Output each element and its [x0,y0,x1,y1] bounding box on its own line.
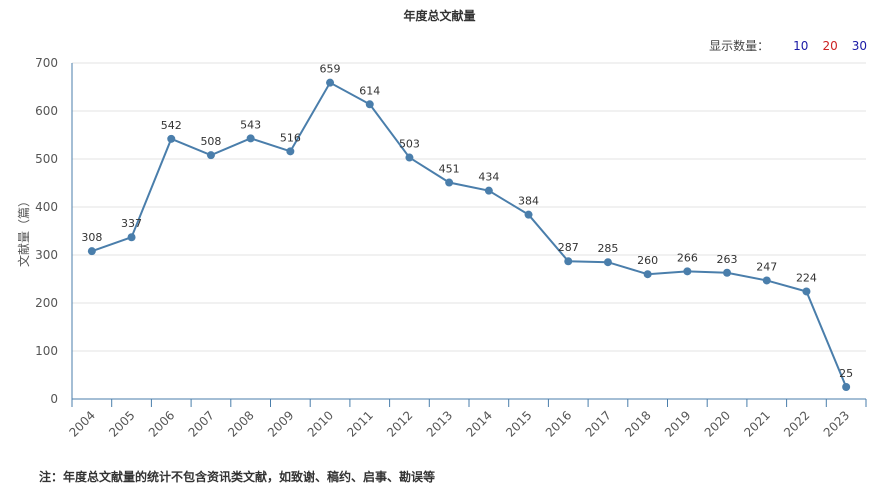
chart-title: 年度总文献量 [403,9,476,23]
data-point[interactable] [127,233,136,242]
data-label: 266 [677,251,698,264]
data-point[interactable] [365,100,374,109]
x-tick-label: 2014 [463,408,494,439]
data-label: 542 [161,119,182,132]
data-point[interactable] [286,147,295,156]
y-tick-label: 500 [35,152,58,166]
data-label: 434 [478,171,499,184]
data-point[interactable] [643,270,652,279]
y-tick-label: 700 [35,56,58,70]
y-tick-label: 0 [50,392,58,406]
data-point[interactable] [484,186,493,195]
data-label: 247 [756,260,777,273]
data-point[interactable] [524,210,533,219]
data-point[interactable] [246,134,255,143]
data-label: 384 [518,195,539,208]
data-label: 260 [637,254,658,267]
count-selector: 显示数量： 10 20 30 [709,37,867,54]
data-point[interactable] [445,178,454,187]
count-selector-label: 显示数量： [709,39,770,53]
x-tick-label: 2009 [265,408,296,439]
count-option-10[interactable]: 10 [793,38,809,53]
data-point[interactable] [326,78,335,87]
x-tick-label: 2015 [503,408,534,439]
y-tick-labels: 0 100 200 300 400 500 600 700 [35,56,58,406]
x-tick-label: 2023 [821,408,852,439]
y-tick-label: 600 [35,104,58,118]
data-label: 614 [359,84,380,97]
data-label: 659 [320,63,341,76]
x-tick-label: 2019 [662,408,693,439]
data-label: 308 [81,231,102,244]
data-label: 337 [121,217,142,230]
x-tick-label: 2017 [583,408,614,439]
y-tick-label: 100 [35,344,58,358]
y-axis-label: 文献量（篇） [16,195,31,267]
data-label: 451 [439,163,460,176]
data-point[interactable] [206,151,215,160]
data-label: 224 [796,271,817,284]
y-tick-label: 400 [35,200,58,214]
data-point[interactable] [603,258,612,267]
x-tick-label: 2010 [305,408,336,439]
series-line [91,81,848,388]
grid-lines [72,62,866,352]
data-point[interactable] [842,383,851,391]
x-tick-label: 2011 [344,408,375,439]
data-point[interactable] [405,153,414,162]
x-tick-label: 2008 [225,408,256,439]
y-tick-label: 300 [35,248,58,262]
x-tick-label: 2012 [384,408,415,439]
x-tick-label: 2005 [106,408,137,439]
data-point[interactable] [723,268,732,277]
x-tick-label: 2007 [186,408,217,439]
x-tick-label: 2021 [741,408,772,439]
count-option-20[interactable]: 20 [822,38,838,53]
data-point[interactable] [802,287,811,296]
data-label: 285 [597,242,618,255]
data-label: 25 [839,367,853,380]
x-tick-label: 2006 [146,408,177,439]
data-point[interactable] [167,134,176,143]
x-tick-label: 2004 [66,408,97,439]
data-label: 503 [399,138,420,151]
axes [71,63,867,407]
data-label: 287 [558,241,579,254]
data-label: 508 [200,135,221,148]
footnote: 注：年度总文献量的统计不包含资讯类文献，如致谢、稿约、启事、勘误等 [39,470,436,484]
data-point[interactable] [762,276,771,285]
x-tick-label: 2013 [424,408,455,439]
x-tick-label: 2022 [781,408,812,439]
data-point[interactable] [564,257,573,266]
data-label: 263 [717,253,738,266]
data-label: 516 [280,131,301,144]
x-tick-labels: 2004 2005 2006 2007 2008 2009 2010 2011 2012 2013… [66,408,852,439]
count-option-30[interactable]: 30 [851,38,867,53]
x-tick-label: 2016 [543,408,574,439]
x-tick-label: 2020 [702,408,733,439]
x-tick-label: 2018 [622,408,653,439]
data-label: 543 [240,118,261,131]
y-tick-label: 200 [35,296,58,310]
data-points [87,78,851,391]
data-point[interactable] [683,267,692,276]
data-labels: 308 337 542 508 543 516 659 614 503 451 434 384 287 2… [81,63,853,380]
data-point[interactable] [87,247,96,256]
